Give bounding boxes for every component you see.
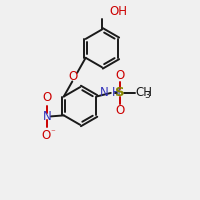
Text: N: N xyxy=(43,110,52,123)
Text: N: N xyxy=(100,86,108,99)
Text: O: O xyxy=(115,104,125,117)
Text: O: O xyxy=(43,91,52,104)
Text: O: O xyxy=(69,70,78,83)
Text: ⁻: ⁻ xyxy=(51,128,56,137)
Text: S: S xyxy=(115,86,125,99)
Text: CH: CH xyxy=(136,86,153,99)
Text: O: O xyxy=(42,129,51,142)
Text: H: H xyxy=(112,86,121,99)
Text: OH: OH xyxy=(110,5,128,18)
Text: 3: 3 xyxy=(144,91,150,100)
Text: O: O xyxy=(115,69,125,82)
